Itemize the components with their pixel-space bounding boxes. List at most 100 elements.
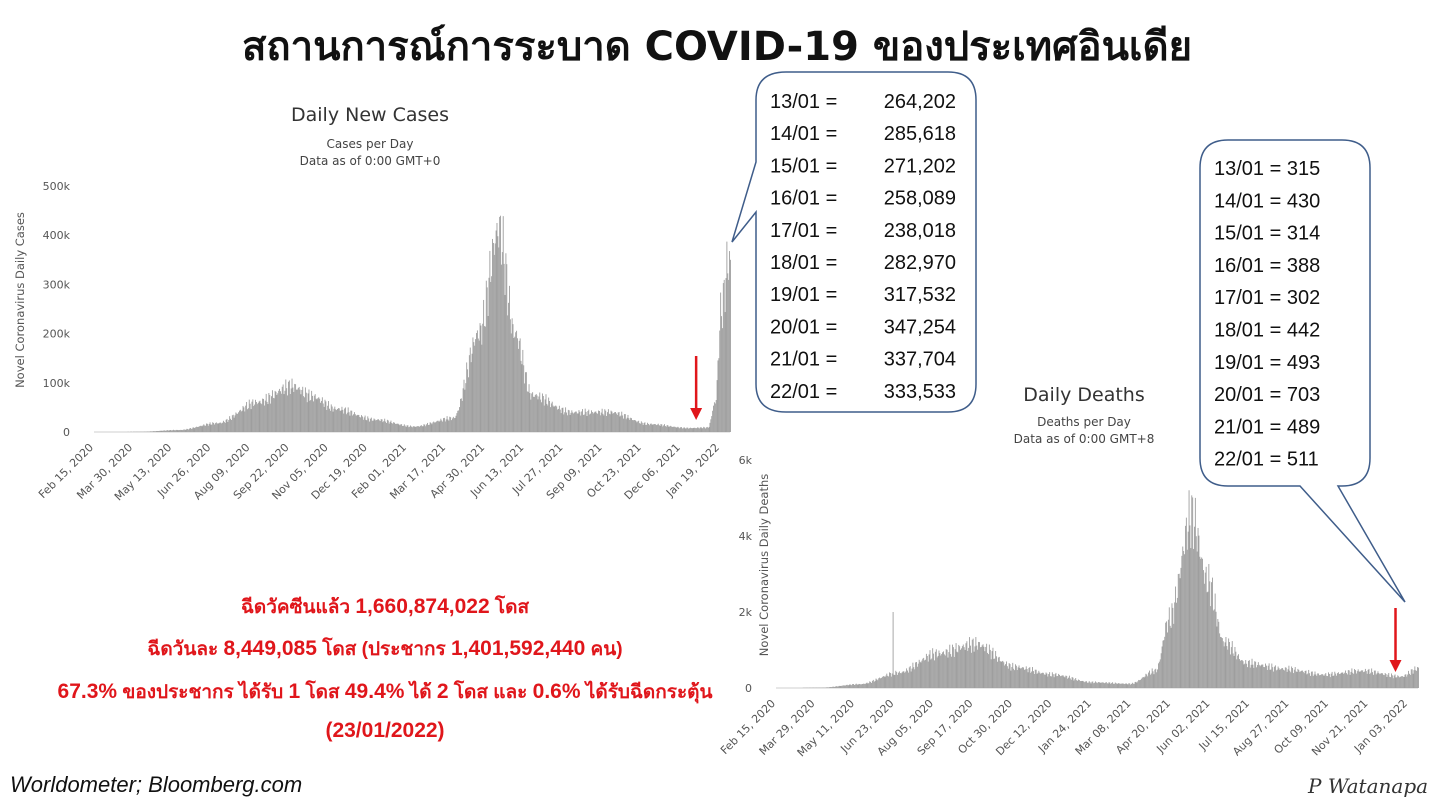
deaths-bar (1077, 680, 1078, 688)
deaths-bar (1147, 676, 1149, 688)
cases-bar (526, 391, 528, 432)
cases-bar (551, 401, 553, 432)
cases-bar (194, 428, 196, 432)
cases-bar (479, 323, 481, 432)
deaths-bar (1311, 671, 1313, 688)
deaths-bar (1411, 669, 1413, 688)
cases-bar (291, 378, 293, 432)
cases-callout-value: 317,532 (884, 284, 956, 306)
deaths-bar (1355, 673, 1357, 688)
deaths-bar (1188, 490, 1190, 688)
deaths-bar (1185, 525, 1186, 688)
deaths-bar (934, 651, 936, 688)
cases-bar (300, 394, 302, 432)
cases-bar (483, 299, 485, 432)
cases-bar (550, 407, 551, 432)
cases-bar (227, 421, 229, 432)
deaths-chart-subtitle-1: Deaths per Day (1037, 415, 1131, 429)
deaths-bar (1288, 665, 1290, 688)
cases-bar (539, 392, 541, 432)
cases-bar (714, 403, 716, 432)
cases-bar (330, 404, 332, 432)
deaths-bar (1400, 676, 1402, 688)
deaths-bar (856, 684, 858, 688)
deaths-bar (1332, 675, 1334, 688)
cases-bar (264, 400, 266, 432)
deaths-bar (1029, 667, 1031, 688)
cases-bar (501, 252, 503, 432)
cases-bar (509, 285, 510, 432)
cases-bar (469, 347, 471, 432)
cases-bar (361, 415, 362, 432)
deaths-bar (1079, 681, 1081, 688)
cases-bar (613, 413, 615, 432)
cases-bar (317, 398, 319, 432)
deaths-bar (862, 683, 864, 688)
deaths-bar (1370, 672, 1372, 688)
cases-bar (176, 429, 178, 432)
deaths-bar (1273, 671, 1275, 688)
cases-bar (627, 414, 629, 432)
deaths-bar (1073, 680, 1075, 688)
deaths-bar (1114, 682, 1116, 688)
cases-callout-value: 282,970 (884, 252, 956, 274)
deaths-bar (893, 674, 895, 688)
cases-bar (161, 430, 163, 432)
deaths-bar (1145, 673, 1147, 688)
cases-bar (679, 428, 681, 432)
deaths-bar (1281, 668, 1283, 688)
cases-bar (538, 396, 540, 432)
deaths-bar (1259, 666, 1261, 688)
deaths-bar (1365, 671, 1367, 688)
cases-bar (333, 408, 335, 432)
cases-bar (218, 423, 220, 432)
deaths-bar (924, 660, 926, 688)
deaths-bar (989, 649, 991, 688)
cases-bar (172, 430, 174, 432)
cases-bar (698, 428, 700, 432)
deaths-bar (1086, 682, 1088, 688)
deaths-bar (1146, 674, 1148, 688)
deaths-bar (1158, 661, 1160, 688)
cases-callout-value: 333,533 (884, 381, 956, 403)
deaths-bar (1166, 621, 1168, 688)
cases-bar (581, 411, 583, 432)
deaths-bar (1219, 633, 1221, 688)
cases-bar (635, 420, 637, 432)
deaths-bar (906, 668, 908, 688)
deaths-bar (1057, 675, 1059, 688)
cases-bar (562, 407, 564, 432)
deaths-bar (1064, 677, 1066, 688)
deaths-bar (1249, 667, 1251, 688)
cases-bar (715, 400, 717, 432)
deaths-bar (1173, 623, 1175, 688)
deaths-bar (1301, 670, 1302, 688)
deaths-bar (1258, 664, 1260, 688)
cases-bar (345, 414, 347, 432)
deaths-bar (1382, 674, 1384, 688)
deaths-bar (1238, 654, 1239, 688)
deaths-bar (836, 686, 838, 688)
cases-bar (382, 422, 384, 432)
cases-bar (184, 429, 186, 432)
deaths-bar (878, 678, 880, 688)
cases-bar (403, 424, 405, 432)
deaths-bar (992, 647, 994, 688)
cases-bar (628, 418, 630, 432)
cases-bar (428, 424, 430, 432)
deaths-bar (859, 683, 861, 688)
deaths-bar (849, 684, 851, 688)
cases-bar (537, 399, 539, 432)
deaths-bar (1104, 683, 1105, 688)
cases-bar (643, 423, 645, 432)
deaths-bar (1246, 663, 1248, 688)
deaths-bar (855, 683, 857, 688)
cases-bar (641, 422, 643, 432)
deaths-ytick-label: 2k (739, 606, 753, 619)
deaths-bar (1174, 602, 1176, 688)
deaths-bar (1196, 551, 1198, 688)
deaths-bar (1167, 619, 1169, 688)
cases-bar (575, 411, 577, 432)
cases-bar (250, 409, 252, 432)
cases-bar (251, 401, 253, 432)
